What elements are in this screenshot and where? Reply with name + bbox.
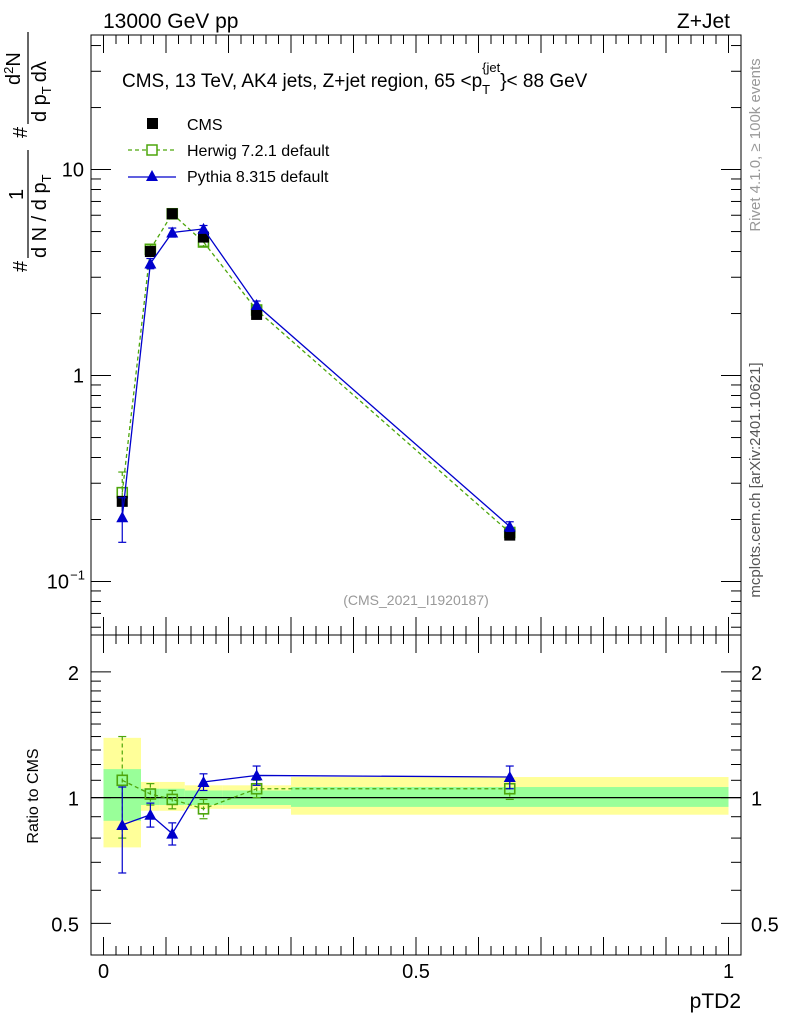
- ratio-ytick-label-right: 1: [751, 789, 762, 811]
- energy-label: 13000 GeV pp: [103, 10, 238, 33]
- x-axis-label: pTD2: [690, 990, 741, 1013]
- ylabel-num-N: N: [3, 52, 25, 66]
- main-cms-point: [166, 208, 178, 220]
- xtick-label: 0.5: [402, 961, 430, 983]
- ratio-pythia-point: [250, 769, 263, 781]
- ratio-herwig-point: [197, 803, 210, 815]
- ratio-ytick-label-left: 0.5: [51, 914, 79, 936]
- ylabel-hash-1: #: [10, 260, 32, 272]
- ylabel-denominator: d N / d pT: [29, 174, 54, 258]
- ratio-ytick-label-right: 2: [751, 663, 762, 685]
- ratio-pythia-point: [503, 771, 516, 783]
- ylabel-den2: d pTdλ: [29, 61, 54, 122]
- legend-cms-marker: [147, 118, 158, 129]
- main-pythia-line: [121, 228, 511, 527]
- ylabel-den2-sub: T: [39, 86, 54, 94]
- legend-pythia-marker: [146, 170, 158, 181]
- legend-pythia-label: Pythia 8.315 default: [187, 169, 329, 186]
- main-ylabel: # 1 d N / d pT # d2N d pTdλ: [1, 32, 54, 272]
- ratio-bands: [91, 737, 741, 848]
- mcplots-label: mcplots.cern.ch [arXiv:2401.10621]: [747, 362, 764, 597]
- ratio-ytick-label-left: 2: [68, 663, 79, 685]
- title-sub: T: [482, 82, 490, 97]
- analysis-watermark: (CMS_2021_I1920187): [343, 592, 489, 608]
- ratio-pythia-line: [122, 774, 510, 835]
- main-ytick-label-exp: −1: [70, 568, 85, 583]
- ratio-herwig-line: [121, 779, 510, 810]
- ratio-pythia-point: [197, 775, 210, 787]
- main-ytick-label: 10: [47, 572, 69, 594]
- ratio-ytick-label-left: 1: [68, 789, 79, 811]
- main-ytick-label: 1: [73, 366, 84, 388]
- band-green-2: [159, 788, 185, 806]
- title-prefix: CMS, 13 TeV, AK4 jets, Z+jet region, 65 …: [122, 71, 482, 92]
- ratio-herwig-point: [144, 788, 157, 800]
- ylabel-den-text: d N / d p: [29, 182, 51, 258]
- main-cms-point: [198, 231, 209, 243]
- main-ytick-label: 10: [62, 160, 84, 182]
- legend: CMS Herwig 7.2.1 default Pythia 8.315 de…: [128, 117, 330, 186]
- ratio-ylabel: Ratio to CMS: [25, 748, 42, 843]
- ylabel-numerator: d2N: [1, 52, 25, 85]
- main-pythia-point: [250, 299, 263, 311]
- main-cms-point: [251, 308, 263, 320]
- xtick-label: 1: [723, 961, 734, 983]
- main-pythia-point: [144, 257, 157, 269]
- main-pythia-point: [197, 222, 210, 234]
- legend-herwig-marker: [146, 144, 158, 156]
- ylabel-den2-text: d p: [29, 94, 51, 122]
- ratio-herwig-point: [166, 793, 179, 806]
- plot-title: CMS, 13 TeV, AK4 jets, Z+jet region, 65 …: [122, 60, 588, 97]
- main-cms-point: [504, 529, 516, 541]
- main-herwig-line: [121, 212, 511, 533]
- ratio-pythia-point: [144, 808, 157, 820]
- ratio-ytick-label-right: 0.5: [751, 914, 779, 936]
- process-label: Z+Jet: [677, 10, 730, 33]
- main-pythia-point: [166, 226, 179, 238]
- series-layer: [116, 207, 516, 874]
- xtick-label: 0: [98, 961, 109, 983]
- ylabel-lambda: dλ: [29, 61, 51, 82]
- main-cms-point: [144, 246, 156, 258]
- main-pythia-point: [503, 520, 516, 532]
- legend-herwig-label: Herwig 7.2.1 default: [187, 143, 330, 160]
- band-green-5: [291, 787, 729, 807]
- ratio-pythia-point: [116, 818, 129, 830]
- main-pythia-point: [116, 511, 129, 523]
- ylabel-one: 1: [6, 189, 28, 200]
- ylabel-num-d: d: [3, 74, 25, 85]
- ylabel-hash-2: #: [10, 126, 32, 138]
- title-sup: {jet: [482, 60, 500, 75]
- rivet-label: Rivet 4.1.0, ≥ 100k events: [747, 58, 764, 231]
- ratio-pythia-point: [166, 827, 179, 839]
- title-suffix: }< 88 GeV: [500, 71, 587, 92]
- ratio-herwig-point: [116, 774, 129, 787]
- ylabel-num-sup: 2: [1, 67, 16, 74]
- legend-cms-label: CMS: [187, 117, 223, 134]
- ylabel-den-sub: T: [39, 174, 54, 182]
